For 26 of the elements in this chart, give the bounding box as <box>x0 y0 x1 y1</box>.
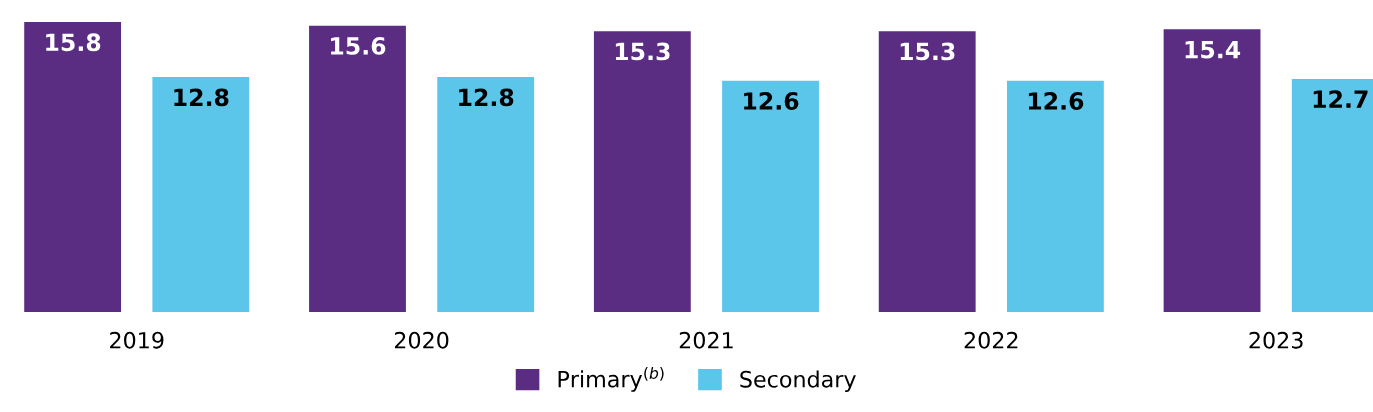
x-tick-label: 2021 <box>679 331 733 349</box>
bar <box>1006 80 1104 312</box>
bar <box>1163 29 1261 312</box>
legend-label: Primary$^{(b)}$ <box>558 366 664 392</box>
data-label: 12.8 <box>174 88 229 107</box>
data-label: 15.8 <box>46 33 101 52</box>
x-tick-label: 2020 <box>394 331 449 349</box>
legend-label: Secondary <box>740 370 856 392</box>
x-tick-label: 2023 <box>1249 331 1303 349</box>
x-tick-label: 2019 <box>110 331 164 349</box>
bar <box>593 31 691 312</box>
bar <box>24 22 122 312</box>
bar <box>722 80 819 312</box>
data-label: 15.4 <box>1185 40 1241 59</box>
bar <box>152 77 250 312</box>
data-label: 12.6 <box>744 92 799 110</box>
data-label: 15.3 <box>900 42 955 61</box>
bar <box>309 25 406 312</box>
data-label: 15.6 <box>331 37 386 55</box>
bar <box>878 31 976 312</box>
data-label: 12.7 <box>1313 90 1368 108</box>
x-tick-label: 2022 <box>964 331 1018 349</box>
data-label: 12.8 <box>459 88 514 107</box>
bar <box>437 77 535 312</box>
data-label: 12.6 <box>1028 92 1084 110</box>
data-label: 15.3 <box>615 42 670 61</box>
